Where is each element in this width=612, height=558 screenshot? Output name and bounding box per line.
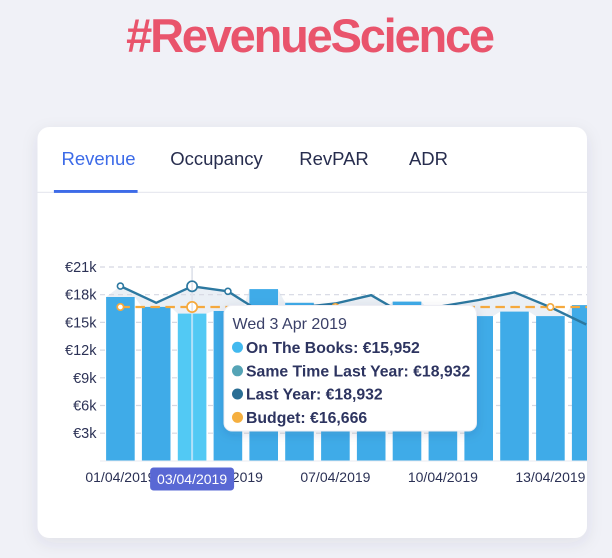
- svg-text:Last Year: €18,932: Last Year: €18,932: [246, 387, 383, 404]
- svg-text:Wed 3 Apr 2019: Wed 3 Apr 2019: [233, 316, 348, 333]
- svg-text:€12k: €12k: [65, 343, 97, 359]
- svg-text:RevPAR: RevPAR: [299, 148, 369, 169]
- svg-text:€9k: €9k: [73, 371, 97, 387]
- svg-text:Revenue: Revenue: [61, 148, 135, 169]
- svg-text:€3k: €3k: [73, 426, 97, 442]
- svg-text:€6k: €6k: [73, 399, 97, 415]
- svg-text:13/04/2019: 13/04/2019: [515, 469, 585, 485]
- svg-text:03/04/2019: 03/04/2019: [157, 471, 227, 487]
- svg-text:Budget: €16,666: Budget: €16,666: [246, 410, 367, 427]
- svg-text:Same Time Last Year: €18,932: Same Time Last Year: €18,932: [246, 363, 470, 380]
- svg-text:07/04/2019: 07/04/2019: [300, 469, 370, 485]
- svg-text:01/04/2019: 01/04/2019: [85, 469, 155, 485]
- svg-text:#RevenueScience: #RevenueScience: [126, 9, 494, 62]
- svg-text:Occupancy: Occupancy: [170, 148, 263, 169]
- svg-text:ADR: ADR: [409, 148, 448, 169]
- svg-text:€15k: €15k: [65, 315, 97, 331]
- svg-text:On The Books: €15,952: On The Books: €15,952: [246, 340, 420, 357]
- svg-text:€21k: €21k: [65, 260, 97, 276]
- svg-text:10/04/2019: 10/04/2019: [408, 469, 478, 485]
- svg-text:€18k: €18k: [65, 288, 97, 304]
